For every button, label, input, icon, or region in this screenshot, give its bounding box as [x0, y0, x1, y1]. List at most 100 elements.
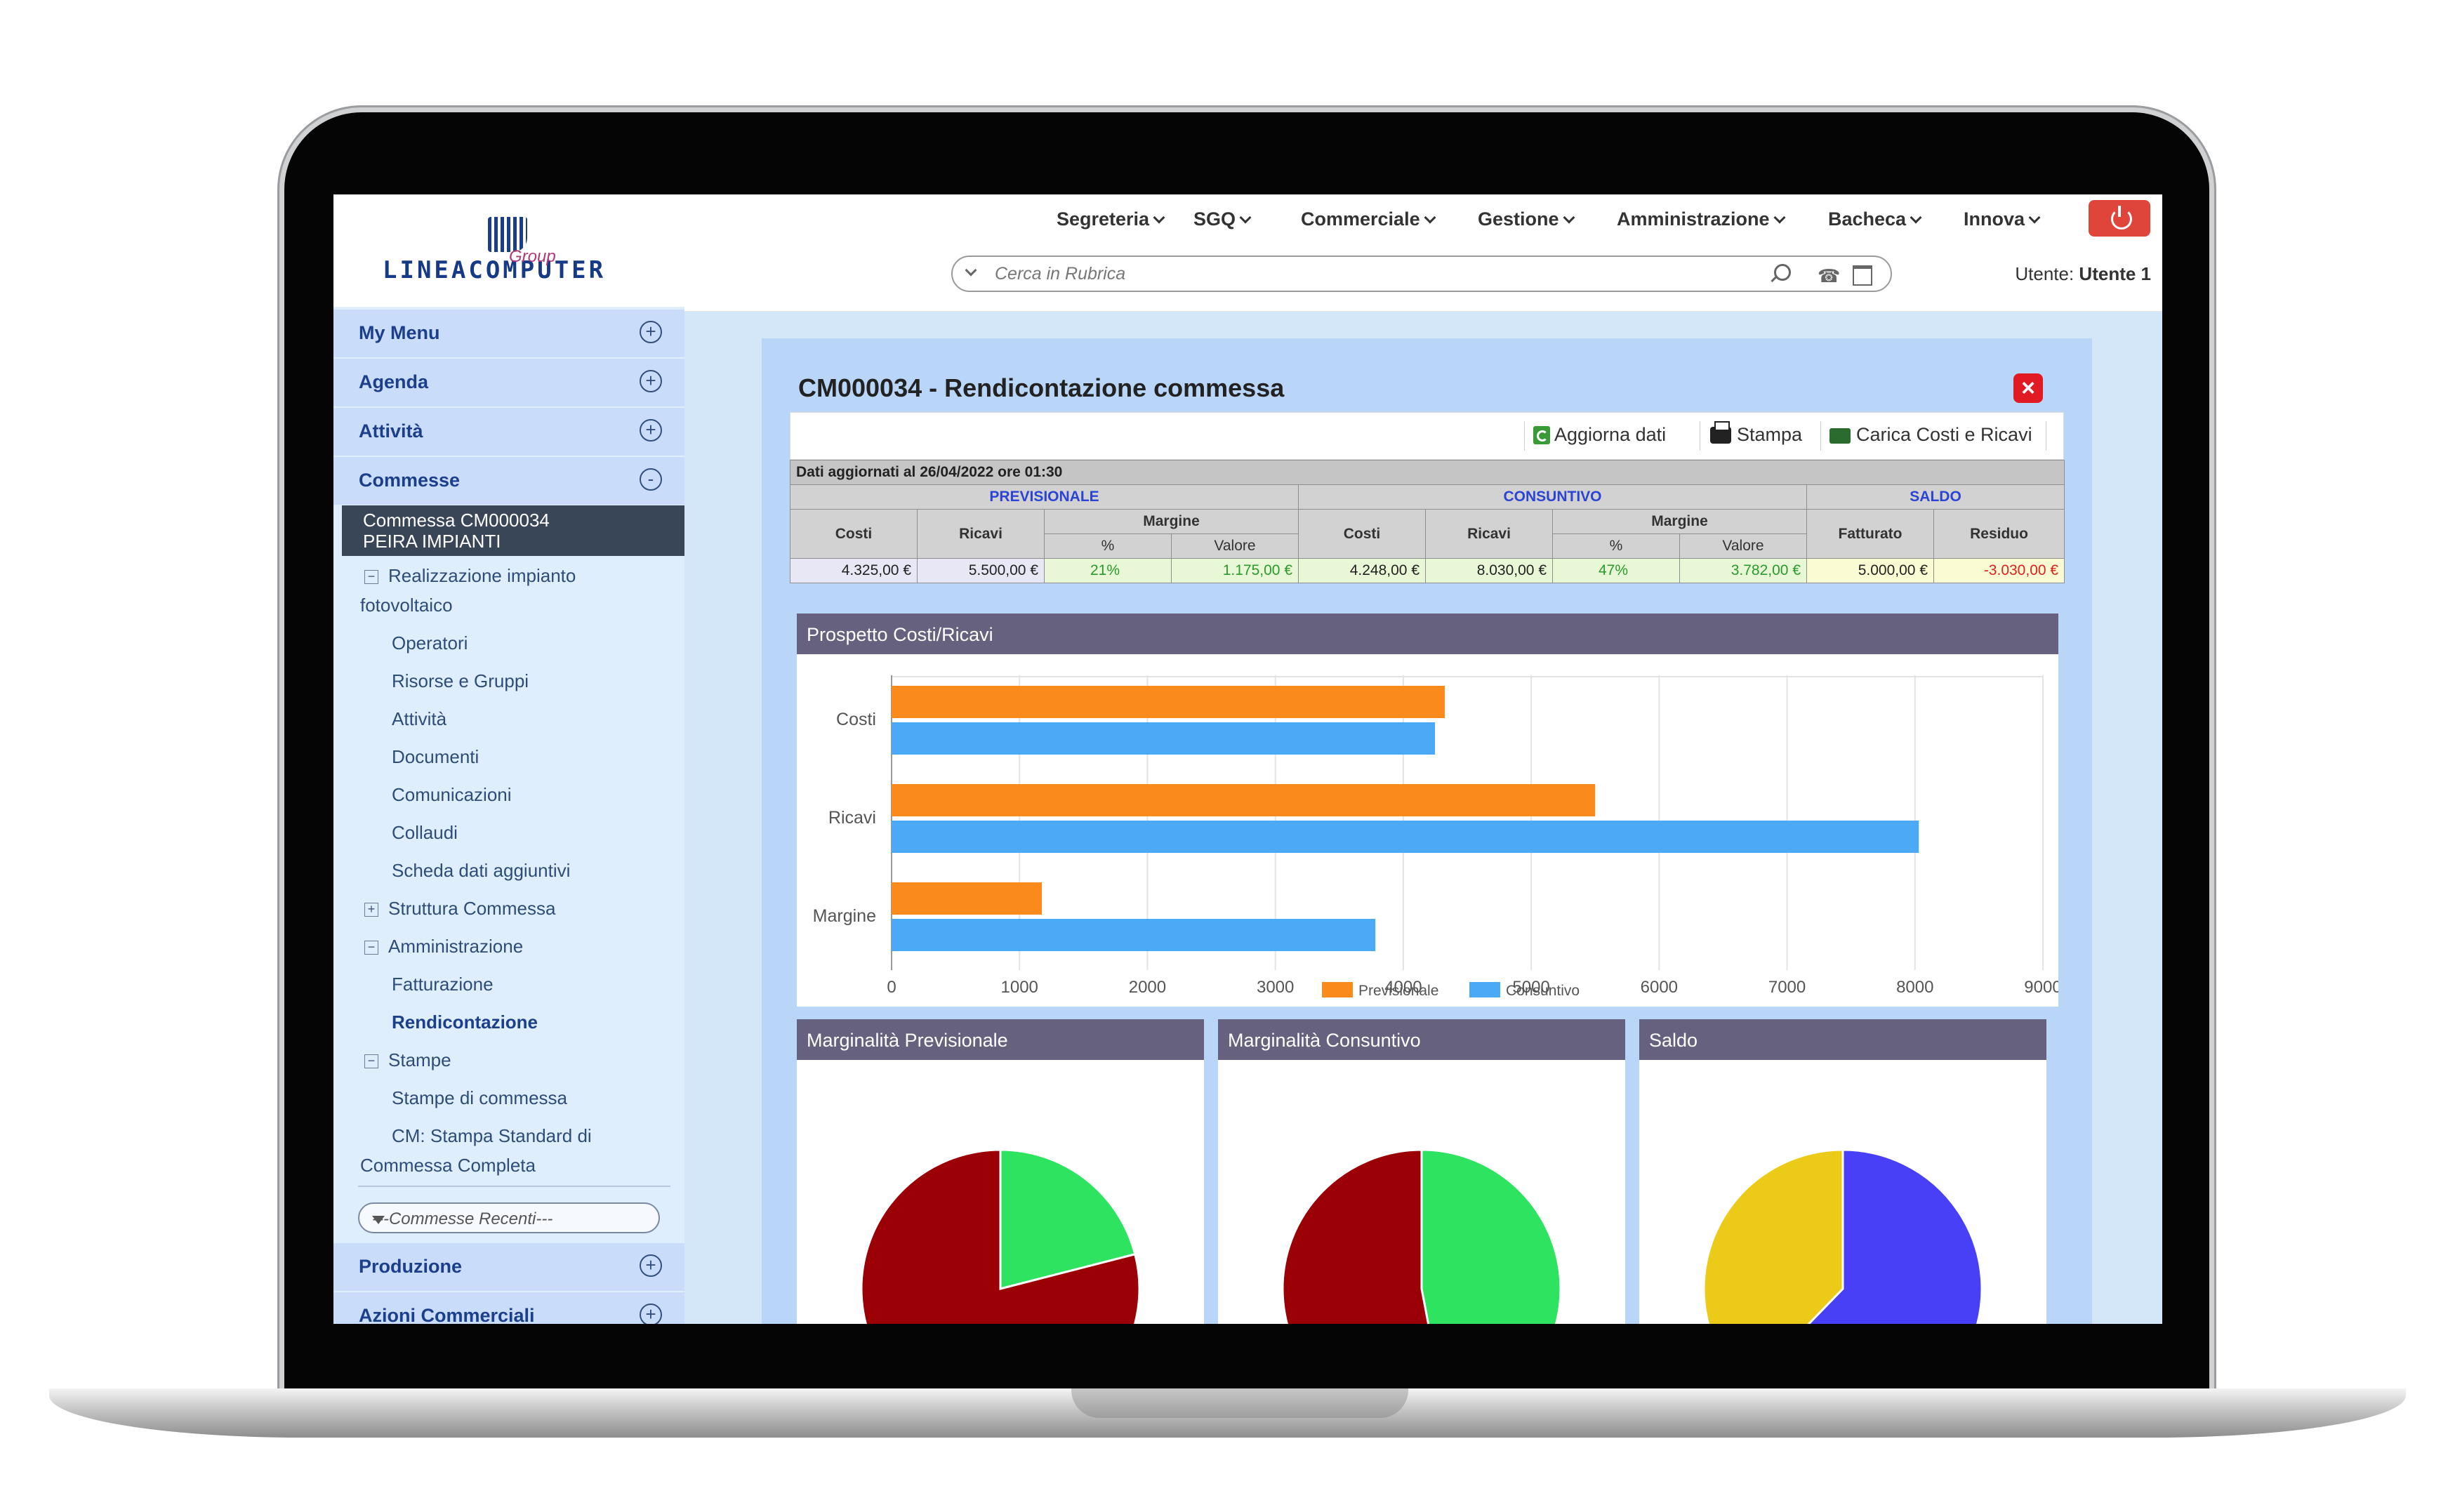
- box-header: Marginalità Consuntivo: [1218, 1019, 1625, 1060]
- bar-consuntivo[interactable]: [892, 821, 1919, 853]
- sidebar-section-attivita[interactable]: Attività +: [333, 408, 684, 456]
- collapse-box-icon[interactable]: −: [364, 1054, 378, 1068]
- pie-slice-margine[interactable]: [999, 1148, 1137, 1290]
- box-title: Prospetto Costi/Ricavi: [807, 624, 993, 645]
- sidebar: LINEACOMPUTER Group My Menu + Agenda + A…: [333, 194, 684, 1324]
- sidebar-section-label: Commesse: [359, 470, 461, 491]
- collapse-minus-icon[interactable]: -: [640, 468, 662, 491]
- top-menu-bar: Segreteria SGQ Commerciale Gestione Ammi…: [684, 194, 2162, 244]
- legend-label[interactable]: Consuntivo: [1506, 983, 1580, 999]
- chevron-down-icon[interactable]: [965, 264, 977, 277]
- bar-previsionale[interactable]: [892, 784, 1596, 816]
- tree-item-stampe[interactable]: − Stampe: [364, 1049, 451, 1071]
- sidebar-section-agenda[interactable]: Agenda +: [333, 359, 684, 406]
- menu-commerciale[interactable]: Commerciale: [1301, 208, 1436, 230]
- prospetto-chart-box: Prospetto Costi/Ricavi 0 1000 2000 3000 4000…: [797, 614, 2058, 1007]
- aggiorna-dati-button[interactable]: Aggiorna dati: [1533, 424, 1666, 446]
- bar-consuntivo[interactable]: [892, 722, 1436, 755]
- bar-previsionale[interactable]: [892, 882, 1043, 915]
- expand-plus-icon[interactable]: +: [640, 370, 662, 392]
- logout-button[interactable]: [2089, 200, 2150, 237]
- chevron-down-icon: [2028, 211, 2041, 224]
- legend-swatch: [1322, 982, 1353, 997]
- tree-item-risorse[interactable]: Risorse e Gruppi: [392, 670, 529, 691]
- menu-innova[interactable]: Innova: [1964, 208, 2041, 230]
- panel-title: CM000034 - Rendicontazione commessa: [798, 373, 1285, 402]
- pie-chart-saldo: [1702, 1148, 1983, 1324]
- group-previsionale: PREVISIONALE: [790, 484, 1299, 510]
- tree-item-stampa-standard-cont[interactable]: Commessa Completa: [360, 1155, 536, 1176]
- tree-item-realizzazione[interactable]: − Realizzazione impianto: [364, 565, 576, 587]
- expand-plus-icon[interactable]: +: [640, 1304, 662, 1324]
- tree-item-comunicazioni[interactable]: Comunicazioni: [392, 784, 512, 805]
- expand-plus-icon[interactable]: +: [640, 321, 662, 343]
- tree-item-stampa-standard[interactable]: CM: Stampa Standard di: [392, 1125, 592, 1146]
- bar-consuntivo[interactable]: [892, 919, 1376, 951]
- pie-slice-residuo[interactable]: [1702, 1148, 1844, 1324]
- pie-slice-costi[interactable]: [1281, 1148, 1448, 1324]
- marginalita-consuntivo-box: Marginalità Consuntivo: [1218, 1019, 1625, 1324]
- menu-sgq[interactable]: SGQ: [1193, 208, 1252, 230]
- stampa-button[interactable]: Stampa: [1710, 421, 1803, 446]
- pie-slice-margine[interactable]: [1420, 1148, 1562, 1324]
- recent-commesse-select[interactable]: ---Commesse Recenti---: [358, 1202, 660, 1233]
- active-commessa-client: PEIRA IMPIANTI: [363, 531, 501, 552]
- search-input[interactable]: Cerca in Rubrica ☎: [951, 256, 1892, 292]
- chevron-down-icon: [1239, 211, 1252, 224]
- menu-gestione[interactable]: Gestione: [1478, 208, 1575, 230]
- logo-text: LINEACOMPUTER: [383, 256, 607, 284]
- box-title: Saldo: [1649, 1030, 1698, 1051]
- expand-box-icon[interactable]: +: [364, 903, 378, 917]
- menu-segreteria[interactable]: Segreteria: [1057, 208, 1165, 230]
- x-tick-label: 3000: [1257, 978, 1294, 997]
- phone-icon[interactable]: ☎: [1818, 265, 1841, 286]
- tree-item-scheda-dati[interactable]: Scheda dati aggiuntivi: [392, 860, 571, 881]
- col-fatturato: Fatturato: [1806, 509, 1934, 559]
- sidebar-section-commesse[interactable]: Commesse -: [333, 457, 684, 505]
- tree-item-operatori[interactable]: Operatori: [392, 632, 468, 654]
- tree-item-stampe-commessa[interactable]: Stampe di commessa: [392, 1087, 567, 1108]
- refresh-icon: [1533, 426, 1550, 444]
- x-tick-label: 1000: [1001, 978, 1038, 997]
- collapse-box-icon[interactable]: −: [364, 570, 378, 584]
- calendar-icon[interactable]: [1853, 265, 1872, 286]
- button-label: Aggiorna dati: [1554, 424, 1667, 445]
- tree-item-attivita[interactable]: Attività: [392, 708, 447, 729]
- tree-item-realizzazione-cont[interactable]: fotovoltaico: [360, 595, 453, 616]
- money-icon: [1829, 428, 1851, 444]
- collapse-box-icon[interactable]: −: [364, 941, 378, 955]
- col-margine: Margine: [1044, 509, 1299, 534]
- sidebar-section-my-menu[interactable]: My Menu +: [333, 310, 684, 357]
- updated-row: Dati aggiornati al 26/04/2022 ore 01:30: [789, 460, 2065, 485]
- menu-bacheca[interactable]: Bacheca: [1828, 208, 1922, 230]
- carica-costi-ricavi-button[interactable]: Carica Costi e Ricavi: [1829, 424, 2032, 446]
- tree-item-collaudi[interactable]: Collaudi: [392, 822, 458, 843]
- tree-item-rendicontazione[interactable]: Rendicontazione: [392, 1012, 538, 1033]
- sidebar-section-label: Attività: [359, 420, 423, 442]
- pie-slice-fatturato[interactable]: [1746, 1148, 1983, 1324]
- box-title: Marginalità Previsionale: [807, 1030, 1008, 1051]
- active-commessa[interactable]: Commessa CM000034 PEIRA IMPIANTI: [342, 505, 684, 556]
- sidebar-section-azioni-commerciali[interactable]: Azioni Commerciali +: [333, 1292, 684, 1324]
- search-icon[interactable]: [1774, 264, 1791, 281]
- menu-amministrazione[interactable]: Amministrazione: [1617, 208, 1786, 230]
- close-icon[interactable]: ×: [2013, 373, 2043, 403]
- value-cell: 1.175,00 €: [1171, 558, 1299, 583]
- sidebar-section-produzione[interactable]: Produzione +: [333, 1243, 684, 1291]
- bar-previsionale[interactable]: [892, 686, 1445, 718]
- category-label: Margine: [813, 906, 876, 926]
- logo[interactable]: LINEACOMPUTER Group: [333, 194, 684, 307]
- tree-item-struttura[interactable]: + Struttura Commessa: [364, 898, 555, 920]
- button-label: Stampa: [1737, 424, 1803, 445]
- pie-slice-costi[interactable]: [860, 1148, 1141, 1324]
- tree-item-amministrazione[interactable]: − Amministrazione: [364, 936, 523, 957]
- col-pct: %: [1552, 533, 1680, 559]
- expand-plus-icon[interactable]: +: [640, 1254, 662, 1277]
- tree-item-fatturazione[interactable]: Fatturazione: [392, 974, 494, 995]
- tree-item-label: Amministrazione: [388, 936, 524, 957]
- expand-plus-icon[interactable]: +: [640, 419, 662, 442]
- box-header: Prospetto Costi/Ricavi: [797, 614, 2058, 654]
- legend-label[interactable]: Previsionale: [1358, 983, 1438, 999]
- tree-item-documenti[interactable]: Documenti: [392, 746, 479, 767]
- sidebar-section-label: Produzione: [359, 1256, 462, 1277]
